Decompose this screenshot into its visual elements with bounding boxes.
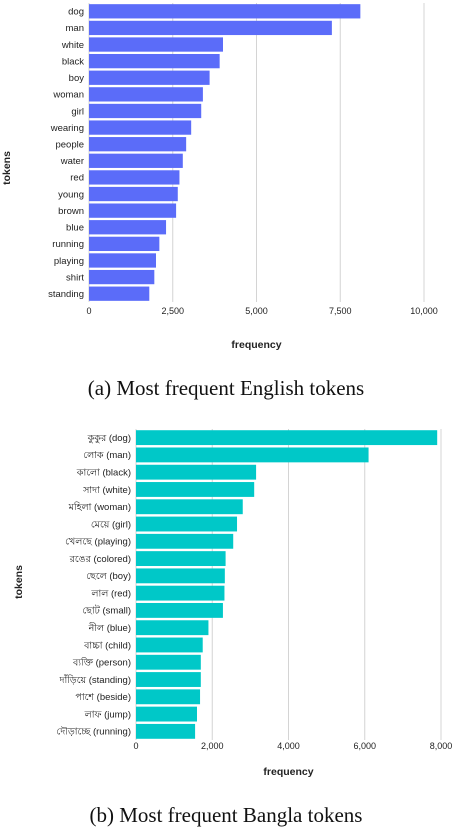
- english-bar: [89, 186, 178, 202]
- english-bar: [89, 70, 210, 85]
- english-category-label: girl: [71, 106, 84, 117]
- bangla-category-label: খেলছে (playing): [65, 537, 131, 548]
- english-category-label: people: [55, 139, 84, 150]
- bangla-category-label: নীল (blue): [88, 621, 131, 634]
- bangla-category-label: রঙের (colored): [69, 554, 131, 565]
- english-category-label: water: [60, 156, 84, 167]
- english-chart: 0 2,500 5,000 7,500 10,000 dog man white black bo…: [0, 0, 452, 351]
- bangla-x-tick-label: 0: [133, 741, 138, 751]
- bangla-category-label: পাশে (beside): [75, 692, 131, 703]
- english-category-label: red: [70, 173, 84, 184]
- bangla-bar: [136, 499, 243, 515]
- bangla-bar: [136, 654, 201, 670]
- bangla-bar: [136, 585, 225, 601]
- bangla-x-tick-label: 8,000: [430, 741, 452, 751]
- english-bar: [89, 20, 332, 36]
- english-bar: [89, 170, 180, 185]
- english-bar: [89, 87, 203, 102]
- bangla-chart-svg: 0 2,000 4,000 6,000 8,000 কুকুর (dog) লোক (man…: [13, 429, 452, 778]
- bangla-category-label: ছেলে (boy): [86, 571, 131, 582]
- bangla-category-label: লোক (man): [83, 450, 131, 461]
- english-category-label: man: [66, 23, 84, 34]
- bangla-bar: [136, 723, 196, 739]
- bangla-bar: [136, 482, 255, 497]
- bangla-x-axis-title: frequency: [263, 766, 313, 778]
- english-bar: [89, 103, 202, 119]
- english-category-label: young: [58, 189, 84, 200]
- bangla-bar: [136, 689, 201, 705]
- english-category-label: shirt: [66, 272, 84, 283]
- bangla-category-label: ব্যক্তি (person): [72, 657, 131, 669]
- bangla-bar: [136, 637, 203, 653]
- bangla-bar: [136, 533, 234, 549]
- bangla-bar: [136, 706, 197, 722]
- bangla-bar: [136, 551, 226, 567]
- bangla-y-axis-title: tokens: [13, 565, 25, 599]
- bangla-category-label: দৌড়াচ্ছে (running): [56, 726, 131, 738]
- english-category-label: standing: [48, 289, 84, 300]
- bangla-caption: (b) Most frequent Bangla tokens: [89, 803, 363, 827]
- english-category-label: running: [52, 239, 84, 250]
- english-category-label: woman: [52, 90, 84, 101]
- english-x-tick-label: 5,000: [245, 306, 268, 316]
- english-chart-svg: 0 2,500 5,000 7,500 10,000 dog man white black bo…: [1, 3, 438, 351]
- english-category-label: white: [61, 40, 84, 51]
- english-bar: [89, 253, 156, 268]
- english-bar: [89, 120, 192, 135]
- english-bar: [89, 137, 187, 152]
- english-x-tick-label: 10,000: [410, 306, 438, 316]
- english-x-tick-label: 0: [86, 306, 91, 316]
- bangla-category-label: মহিলা (woman): [68, 501, 131, 513]
- bangla-bar: [136, 568, 225, 584]
- bangla-bar: [136, 602, 223, 618]
- bangla-bar: [136, 620, 209, 636]
- bangla-x-tick-label: 2,000: [201, 741, 224, 751]
- english-bar: [89, 236, 160, 252]
- english-x-tick-label: 2,500: [161, 306, 184, 316]
- english-y-axis-title: tokens: [1, 151, 13, 185]
- english-category-label: playing: [54, 256, 84, 267]
- bangla-bar: [136, 516, 238, 532]
- english-category-label: black: [62, 56, 84, 67]
- bangla-x-tick-label: 4,000: [277, 741, 300, 751]
- bangla-category-label: কুকুর (dog): [87, 433, 131, 444]
- bangla-bar: [136, 447, 369, 463]
- bangla-category-label: ছোট (small): [82, 604, 131, 617]
- bangla-category-label: লাল (red): [90, 588, 131, 599]
- bangla-category-label: মেয়ে (girl): [91, 519, 131, 530]
- english-bar: [89, 269, 155, 285]
- english-caption: (a) Most frequent English tokens: [87, 376, 365, 400]
- english-category-label: boy: [69, 73, 85, 84]
- bangla-category-label: কালো (black): [76, 467, 131, 478]
- english-x-axis-title: frequency: [231, 339, 281, 351]
- english-category-label: brown: [58, 206, 84, 217]
- english-category-label: wearing: [50, 123, 84, 134]
- english-bar: [89, 4, 361, 19]
- english-category-label: blue: [66, 223, 84, 234]
- bangla-category-label: দাঁড়িয়ে (standing): [58, 673, 131, 686]
- bangla-x-tick-label: 6,000: [353, 741, 376, 751]
- bangla-bar: [136, 430, 438, 446]
- english-category-label: dog: [68, 7, 84, 18]
- bangla-category-label: সাদা (white): [82, 485, 131, 496]
- bangla-category-label: বাচ্চা (child): [83, 640, 131, 651]
- bangla-bar: [136, 672, 201, 687]
- english-bar: [89, 203, 177, 218]
- english-bar: [89, 37, 223, 52]
- english-bar: [89, 220, 167, 235]
- english-bar: [89, 286, 150, 301]
- english-bar: [89, 53, 220, 69]
- english-x-tick-label: 7,500: [329, 306, 352, 316]
- bangla-category-label: লাফ (jump): [84, 709, 131, 720]
- bangla-chart: 0 2,000 4,000 6,000 8,000 কুকুর (dog) লোক (man…: [0, 418, 452, 778]
- bangla-bar: [136, 464, 257, 480]
- english-bar: [89, 153, 183, 168]
